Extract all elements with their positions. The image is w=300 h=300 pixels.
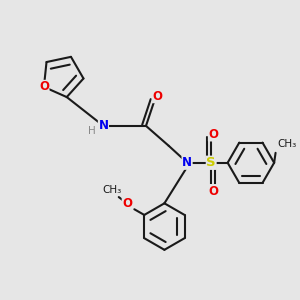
Text: O: O: [208, 184, 218, 198]
Text: CH₃: CH₃: [102, 185, 121, 195]
Text: O: O: [39, 80, 49, 93]
Text: H: H: [88, 126, 95, 136]
Text: CH₃: CH₃: [277, 139, 296, 148]
Text: O: O: [152, 90, 162, 103]
Text: O: O: [122, 197, 132, 210]
Text: S: S: [206, 156, 216, 169]
Text: N: N: [182, 156, 192, 169]
Text: O: O: [208, 128, 218, 141]
Text: N: N: [98, 119, 108, 132]
